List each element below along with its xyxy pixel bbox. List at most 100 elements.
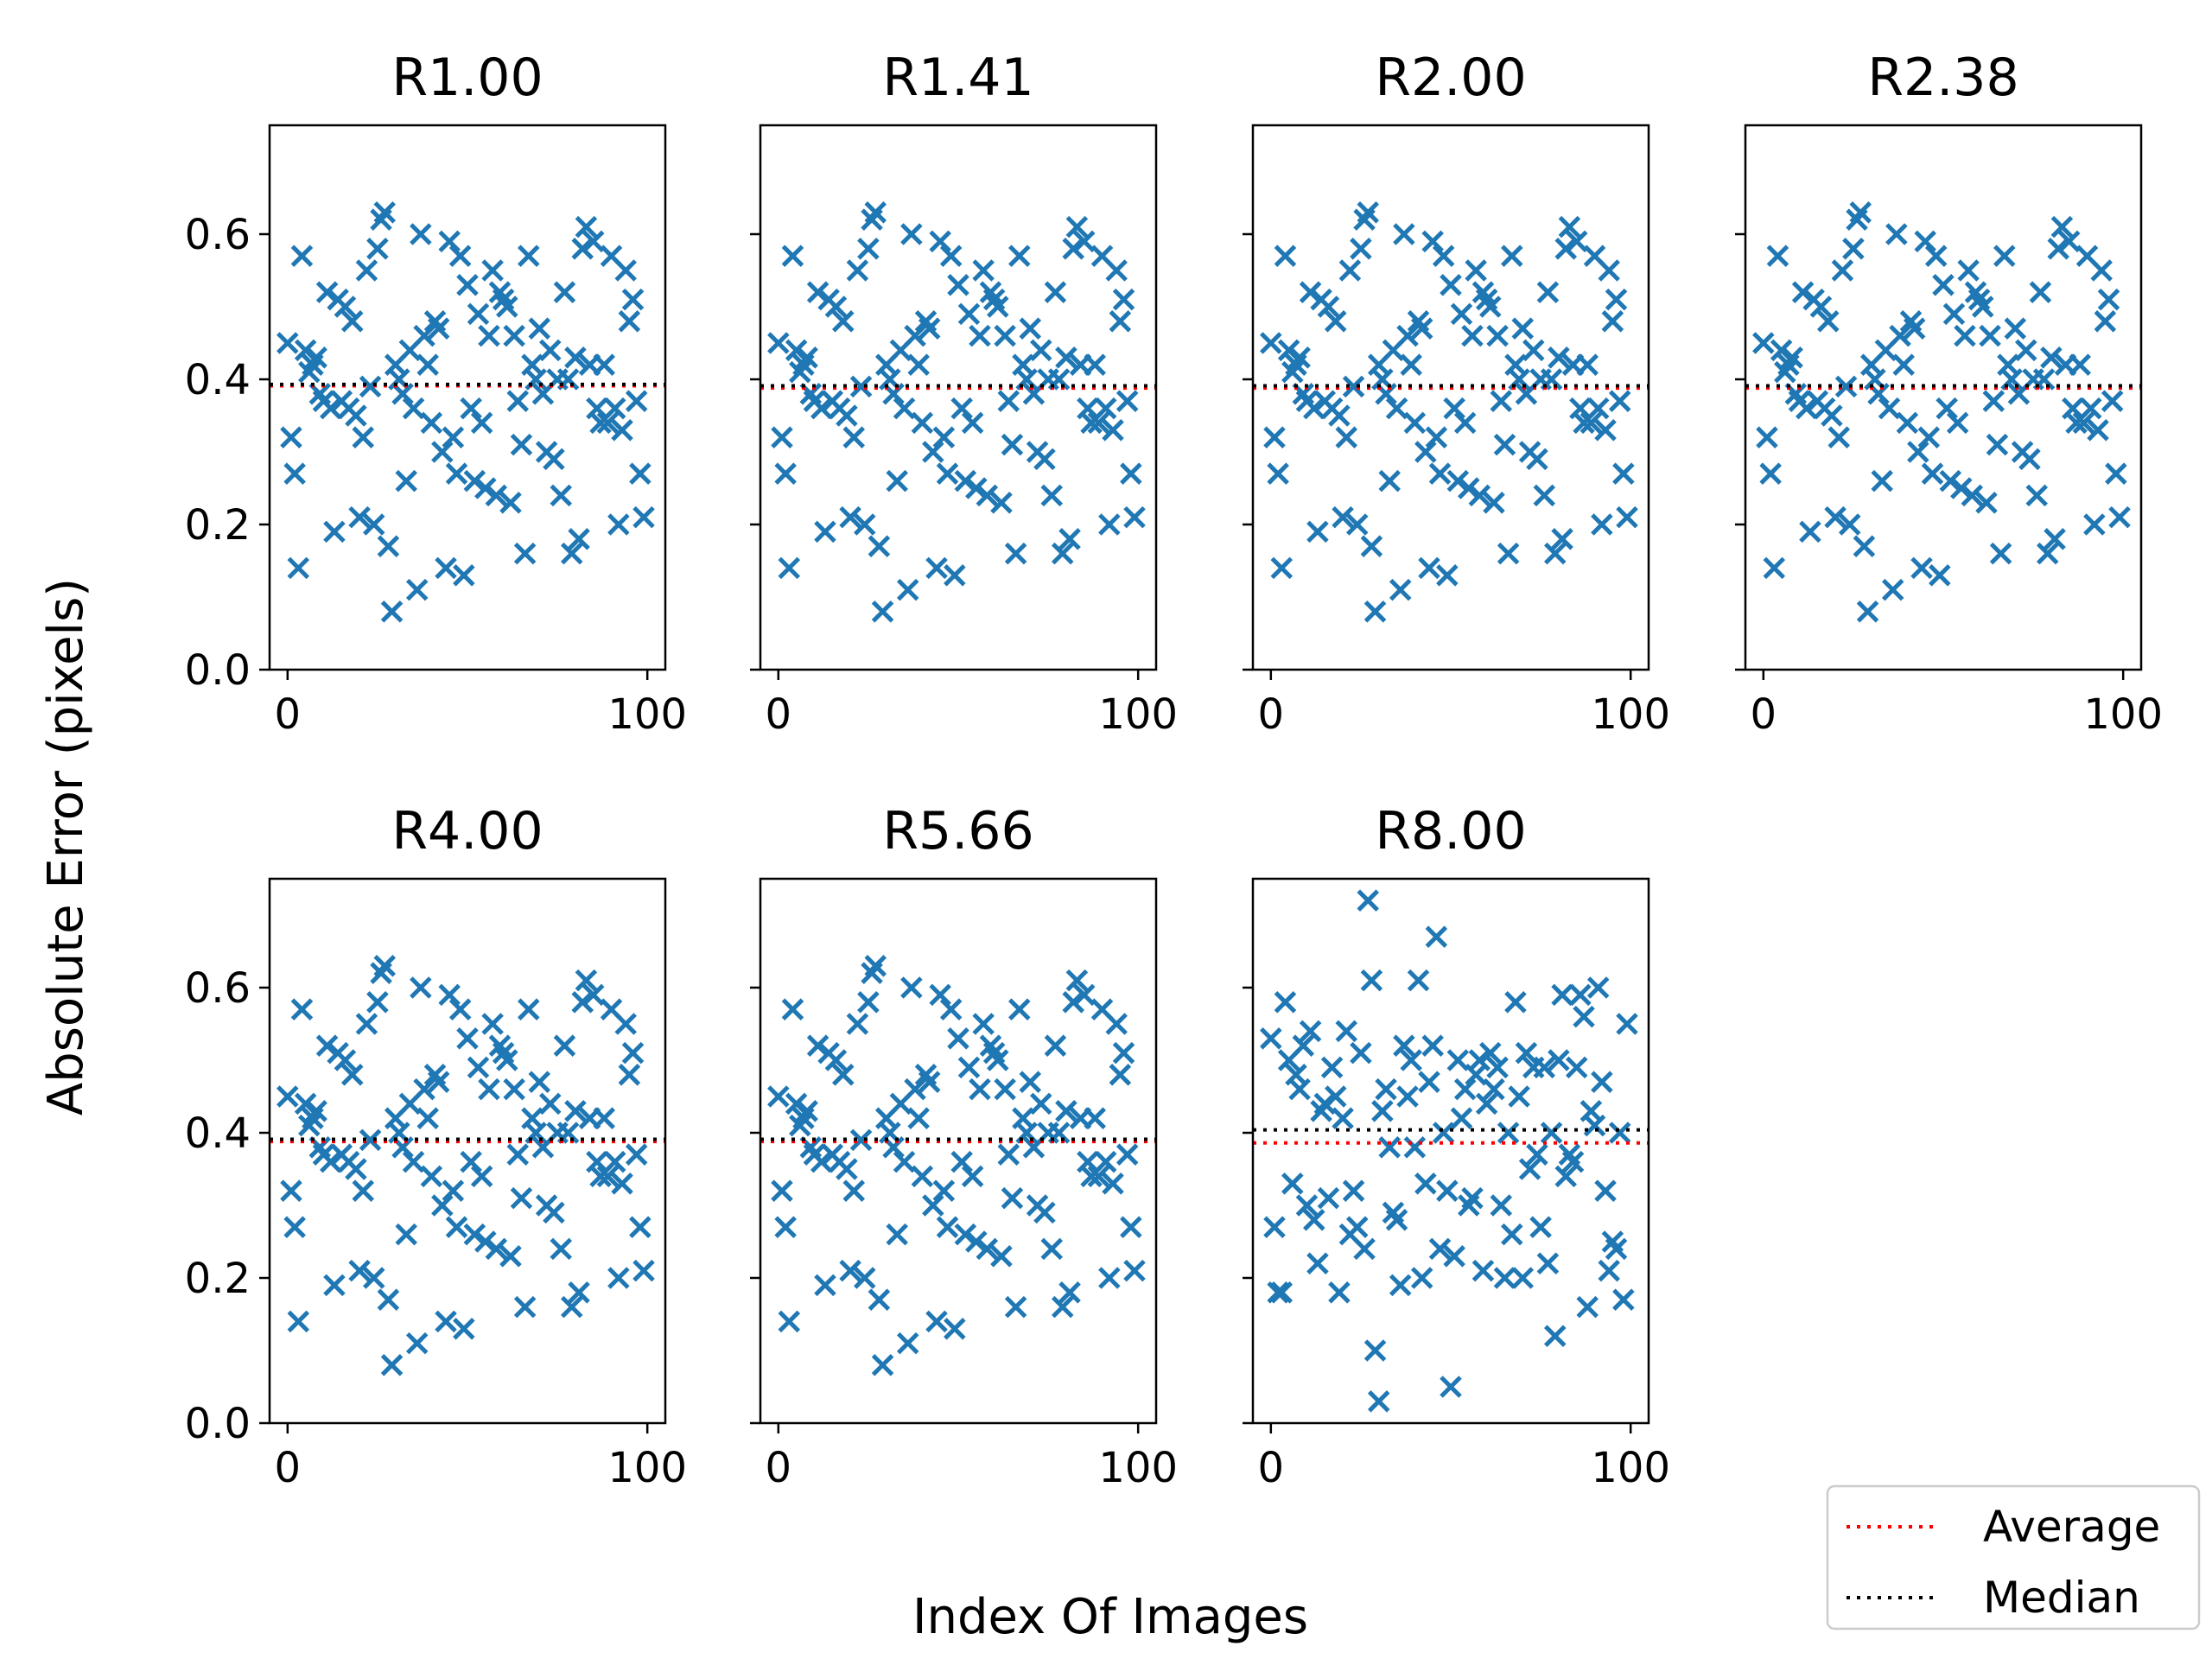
x-marker (1084, 353, 1106, 376)
x-marker (1993, 245, 2016, 267)
x-marker (907, 353, 930, 376)
x-marker (1389, 578, 1412, 601)
plot-frame (1251, 124, 1650, 671)
x-marker (1479, 296, 1502, 318)
x-marker (1932, 274, 1955, 296)
x-marker (1040, 484, 1064, 507)
x-marker (1816, 310, 1840, 333)
x-marker (1332, 1107, 1354, 1129)
x-marker (911, 1165, 934, 1188)
x-marker (1501, 1223, 1523, 1246)
x-marker (395, 1223, 417, 1246)
x-marker (1936, 397, 1958, 420)
data-points (767, 201, 1146, 623)
x-marker (435, 1310, 457, 1333)
x-marker (1353, 1237, 1376, 1261)
x-marker (1548, 346, 1570, 369)
x-marker (1360, 535, 1383, 557)
y-tick-label: 0.2 (185, 501, 251, 550)
x-marker (853, 513, 876, 536)
x-marker (1421, 230, 1444, 253)
y-axis-label: Absolute Error (pixels) (38, 578, 94, 1116)
x-marker (957, 1056, 981, 1079)
x-marker (1428, 462, 1452, 485)
x-marker (1098, 513, 1121, 536)
panel-7: R8.00 0 100 (1243, 801, 1670, 1492)
x-marker (1102, 419, 1124, 442)
x-marker (1490, 390, 1513, 412)
legend-average-label: Average (1983, 1502, 2160, 1552)
x-marker (1548, 1049, 1570, 1071)
x-marker (618, 1064, 641, 1086)
x-marker (781, 998, 804, 1020)
x-marker (362, 1267, 385, 1289)
x-marker (1605, 1237, 1628, 1261)
x-marker (1533, 484, 1556, 507)
x-marker (1058, 1281, 1081, 1304)
x-marker (1072, 230, 1096, 253)
x-marker (987, 296, 1009, 318)
x-marker (932, 1179, 956, 1202)
x-marker (611, 1173, 633, 1195)
x-marker (1598, 1259, 1620, 1282)
x-marker (1515, 1041, 1538, 1065)
data-points (1752, 201, 2131, 623)
x-marker (496, 296, 518, 318)
x-marker (896, 1332, 919, 1355)
x-marker (2029, 281, 2052, 303)
x-marker (1781, 346, 1803, 369)
x-marker (1892, 353, 1915, 376)
x-marker (814, 520, 836, 543)
plot-frame (759, 124, 1158, 671)
x-marker (1421, 1034, 1444, 1057)
x-marker (340, 310, 364, 333)
x-marker (348, 1259, 371, 1282)
x-marker (1468, 1049, 1491, 1071)
x-marker (1338, 259, 1362, 282)
x-marker (1120, 1216, 1142, 1238)
x-marker (954, 469, 977, 493)
x-marker (1616, 505, 1638, 529)
x-marker (1428, 1237, 1452, 1261)
x-marker (1986, 433, 2009, 456)
x-marker (1791, 281, 1815, 303)
x-marker (932, 426, 956, 448)
x-marker (1889, 324, 1911, 347)
x-marker (965, 477, 988, 499)
x-tick-label: 0 (766, 690, 792, 739)
x-marker (1493, 433, 1516, 456)
x-marker (1594, 419, 1617, 442)
x-marker (1910, 556, 1933, 580)
panel-title: R8.00 (1375, 801, 1526, 861)
x-marker (965, 1230, 988, 1253)
x-marker (1529, 1216, 1552, 1238)
x-marker (518, 245, 540, 267)
x-marker (1393, 223, 1415, 245)
x-marker (785, 1092, 808, 1116)
x-marker (1493, 1267, 1516, 1289)
x-marker (2047, 238, 2070, 260)
x-marker (1612, 1288, 1635, 1311)
panel-2: R1.41 0 100 (750, 48, 1178, 739)
y-tick-label: 0.2 (185, 1255, 251, 1303)
legend: Average Median (1826, 1484, 2201, 1630)
x-marker (1881, 578, 1904, 601)
x-marker (625, 390, 648, 412)
x-marker (582, 983, 605, 1007)
x-marker (1270, 1281, 1294, 1304)
x-marker (1543, 542, 1567, 565)
x-marker (1573, 1005, 1595, 1028)
x-marker (499, 492, 522, 514)
x-marker (431, 1194, 454, 1217)
x-marker (1809, 296, 1833, 318)
x-marker (1001, 1186, 1024, 1210)
x-marker (1453, 411, 1477, 435)
x-marker (846, 259, 869, 282)
y-tick-label: 0.4 (185, 1109, 251, 1158)
x-marker (1378, 469, 1401, 493)
x-marker (1260, 332, 1282, 354)
x-marker (900, 976, 923, 999)
x-marker (2108, 505, 2131, 529)
x-marker (1756, 426, 1778, 448)
x-marker (1526, 1143, 1548, 1166)
